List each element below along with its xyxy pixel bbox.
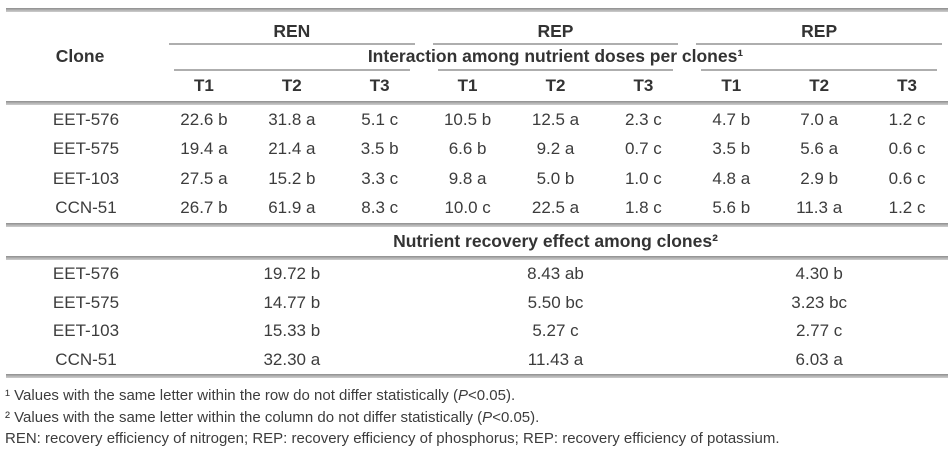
dose-header: T2 [809,76,830,95]
value-cell: 1.2 c [888,109,926,129]
footnote-1: ¹ Values with the same letter within the… [5,385,951,407]
value-cell: 5.6 a [800,139,839,159]
table-rule-mid-upper [6,223,948,227]
dose-header: T3 [897,76,917,95]
value-cell: 2.9 b [800,168,839,188]
value-cell: 8.43 ab [527,264,584,284]
value-cell: 11.43 a [527,350,584,370]
footnotes: ¹ Values with the same letter within the… [5,385,951,450]
value-cell: 10.0 c [444,198,491,218]
footnote-2: ² Values with the same letter within the… [5,407,951,429]
group-underline [432,43,679,45]
dose-underline [174,69,410,71]
clone-cell: CCN-51 [55,350,117,370]
clone-column-header: Clone [55,46,105,66]
dose-header: T2 [545,76,566,95]
group-underline [169,43,415,45]
value-cell: 11.3 a [796,198,843,218]
value-cell: 27.5 a [180,168,228,188]
value-cell: 0.6 c [888,168,926,188]
value-cell: 5.0 b [536,168,575,188]
table-header: Clone REN REP REP Interaction among nutr… [0,12,951,101]
value-cell: 10.5 b [443,109,492,129]
group-header-ren: REN [273,20,311,41]
value-cell: 1.0 c [624,168,662,188]
value-cell: 14.77 b [263,292,321,312]
value-cell: 1.2 c [888,198,926,218]
value-cell: 3.5 b [712,139,751,159]
value-cell: 5.50 bc [527,292,584,312]
value-cell: 9.8 a [448,168,487,188]
group-header-rep-potassium: REP [801,20,838,41]
value-cell: 0.6 c [888,139,926,159]
interaction-span-header: Interaction among nutrient doses per clo… [367,46,744,66]
footnote-definitions: REN: recovery efficiency of nitrogen; RE… [5,430,780,448]
clone-cell: EET-575 [52,292,120,312]
interaction-section-body: EET-576 22.6 b 31.8 a 5.1 c 10.5 b 12.5 … [0,105,951,223]
group-header-rep-phosphorus: REP [537,20,574,41]
clone-cell: CCN-51 [55,198,117,218]
recovery-section-header-row: Nutrient recovery effect among clones² [0,227,951,256]
dose-header: T3 [369,76,390,95]
footnote-2-end: <0.05). [492,408,540,426]
value-cell: 21.4 a [268,139,316,159]
value-cell: 5.27 c [532,321,579,341]
footnote-1-p: P [457,387,468,405]
value-cell: 15.33 b [263,321,321,341]
value-cell: 3.23 bc [791,292,848,312]
value-cell: 4.7 b [712,109,751,129]
value-cell: 26.7 b [180,198,228,218]
value-cell: 19.4 a [180,139,228,159]
value-cell: 6.6 b [448,139,487,159]
value-cell: 32.30 a [263,350,321,370]
value-cell: 6.03 a [795,350,843,370]
value-cell: 2.77 c [796,321,843,341]
value-cell: 9.2 a [536,139,575,159]
value-cell: 3.5 b [360,139,399,159]
recovery-section-body: EET-576 19.72 b 8.43 ab 4.30 b EET-575 1… [0,260,951,374]
group-underline [696,43,942,45]
footnote-2-p: P [482,408,493,426]
value-cell: 4.8 a [712,168,751,188]
value-cell: 61.9 a [268,198,316,218]
dose-underline [437,69,674,71]
clone-cell: EET-103 [52,168,120,188]
section-header-recovery: Nutrient recovery effect among clones² [393,231,718,251]
table-rule-under-header [6,101,948,105]
value-cell: 8.3 c [361,198,399,218]
dose-header: T1 [457,76,478,95]
clone-cell: EET-576 [52,264,120,284]
value-cell: 4.30 b [795,264,843,284]
footnote-1-text: ¹ Values with the same letter within the… [5,387,458,405]
value-cell: 3.3 c [361,168,399,188]
dose-header: T1 [721,76,742,95]
value-cell: 15.2 b [268,168,316,188]
value-cell: 31.8 a [268,109,316,129]
value-cell: 1.8 c [624,198,662,218]
dose-header: T3 [633,76,654,95]
dose-header: T1 [194,76,214,95]
value-cell: 2.3 c [624,109,662,129]
dose-underline [701,69,937,71]
footnote-1-end: <0.05). [468,387,516,405]
clone-cell: EET-576 [52,109,120,129]
value-cell: 5.1 c [361,109,399,129]
footnote-2-text: ² Values with the same letter within the… [5,408,483,426]
clone-cell: EET-103 [52,321,120,341]
clone-cell: EET-575 [52,139,120,159]
value-cell: 22.5 a [531,198,580,218]
value-cell: 22.6 b [180,109,228,129]
value-cell: 7.0 a [800,109,839,129]
value-cell: 0.7 c [624,139,662,159]
table-rule-top [6,8,948,12]
table-rule-mid-lower [6,256,948,260]
table-rule-bottom [6,374,948,379]
value-cell: 5.6 b [712,198,751,218]
value-cell: 19.72 b [263,264,321,284]
value-cell: 12.5 a [531,109,580,129]
dose-header: T2 [281,76,302,95]
